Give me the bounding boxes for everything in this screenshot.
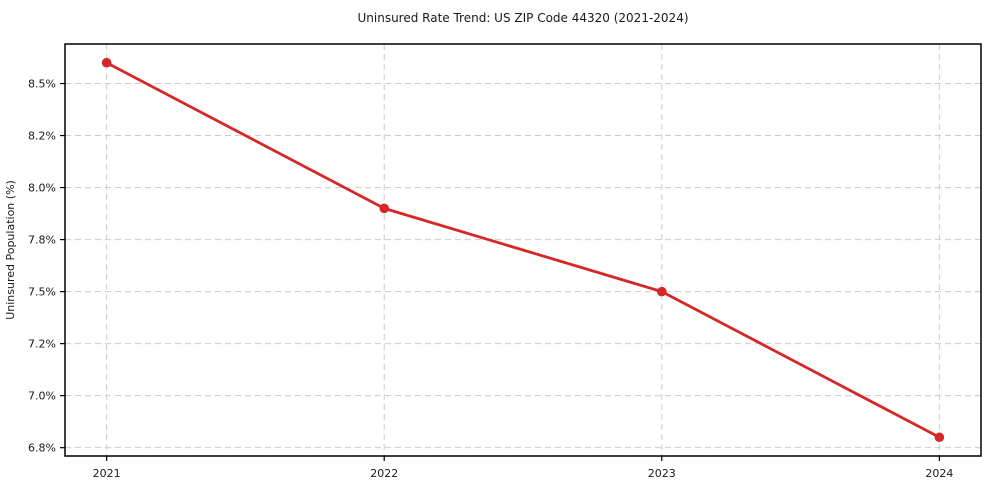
trend-line <box>105 61 941 439</box>
grid-layer <box>65 44 981 456</box>
y-tick-label: 8.2% <box>28 130 56 143</box>
y-tick-label: 8.0% <box>28 182 56 195</box>
y-tick-label: 7.0% <box>28 390 56 403</box>
data-point-marker <box>934 432 945 443</box>
x-tick-label: 2024 <box>925 467 953 480</box>
data-point-marker <box>379 203 390 214</box>
axis-layer: 2021 2022 2023 2024 6.8% 7.0% 7.2% 7.5% 7.8% 8.0%… <box>28 43 982 480</box>
data-point-marker <box>656 286 667 297</box>
y-tick-label: 6.8% <box>28 442 56 455</box>
y-tick-label: 7.8% <box>28 234 56 247</box>
x-tick-label: 2022 <box>370 467 398 480</box>
x-tick-label: 2021 <box>93 467 121 480</box>
y-axis-label: Uninsured Population (%) <box>4 180 17 320</box>
data-point-marker <box>101 57 112 68</box>
y-tick-label: 7.5% <box>28 286 56 299</box>
x-tick-label: 2023 <box>648 467 676 480</box>
chart-title: Uninsured Rate Trend: US ZIP Code 44320 … <box>357 11 688 25</box>
plot-border <box>64 43 982 457</box>
y-tick-label: 8.5% <box>28 78 56 91</box>
series-layer <box>101 57 945 443</box>
y-tick-label: 7.2% <box>28 338 56 351</box>
